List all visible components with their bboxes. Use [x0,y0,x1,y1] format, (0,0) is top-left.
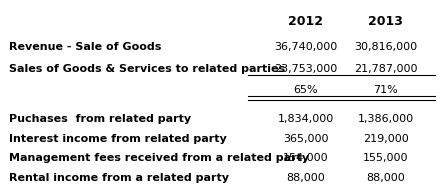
Text: Puchases  from related party: Puchases from related party [9,114,191,124]
Text: Sales of Goods & Services to related parties: Sales of Goods & Services to related par… [9,64,285,74]
Text: 88,000: 88,000 [286,173,325,183]
Text: Revenue - Sale of Goods: Revenue - Sale of Goods [9,42,161,52]
Text: 21,787,000: 21,787,000 [354,64,417,74]
Text: 2013: 2013 [368,15,403,28]
Text: Rental income from a related party: Rental income from a related party [9,173,229,183]
Text: Management fees received from a related party: Management fees received from a related … [9,153,309,163]
Text: 30,816,000: 30,816,000 [354,42,417,52]
Text: Interest income from related party: Interest income from related party [9,134,227,144]
Text: 155,000: 155,000 [363,153,409,163]
Text: 65%: 65% [293,86,318,96]
Text: 2012: 2012 [288,15,323,28]
Text: 365,000: 365,000 [283,134,328,144]
Text: 36,740,000: 36,740,000 [274,42,337,52]
Text: 219,000: 219,000 [363,134,409,144]
Text: 88,000: 88,000 [367,173,405,183]
Text: 71%: 71% [373,86,398,96]
Text: 1,386,000: 1,386,000 [358,114,414,124]
Text: 23,753,000: 23,753,000 [274,64,337,74]
Text: 154,000: 154,000 [283,153,328,163]
Text: 1,834,000: 1,834,000 [277,114,334,124]
